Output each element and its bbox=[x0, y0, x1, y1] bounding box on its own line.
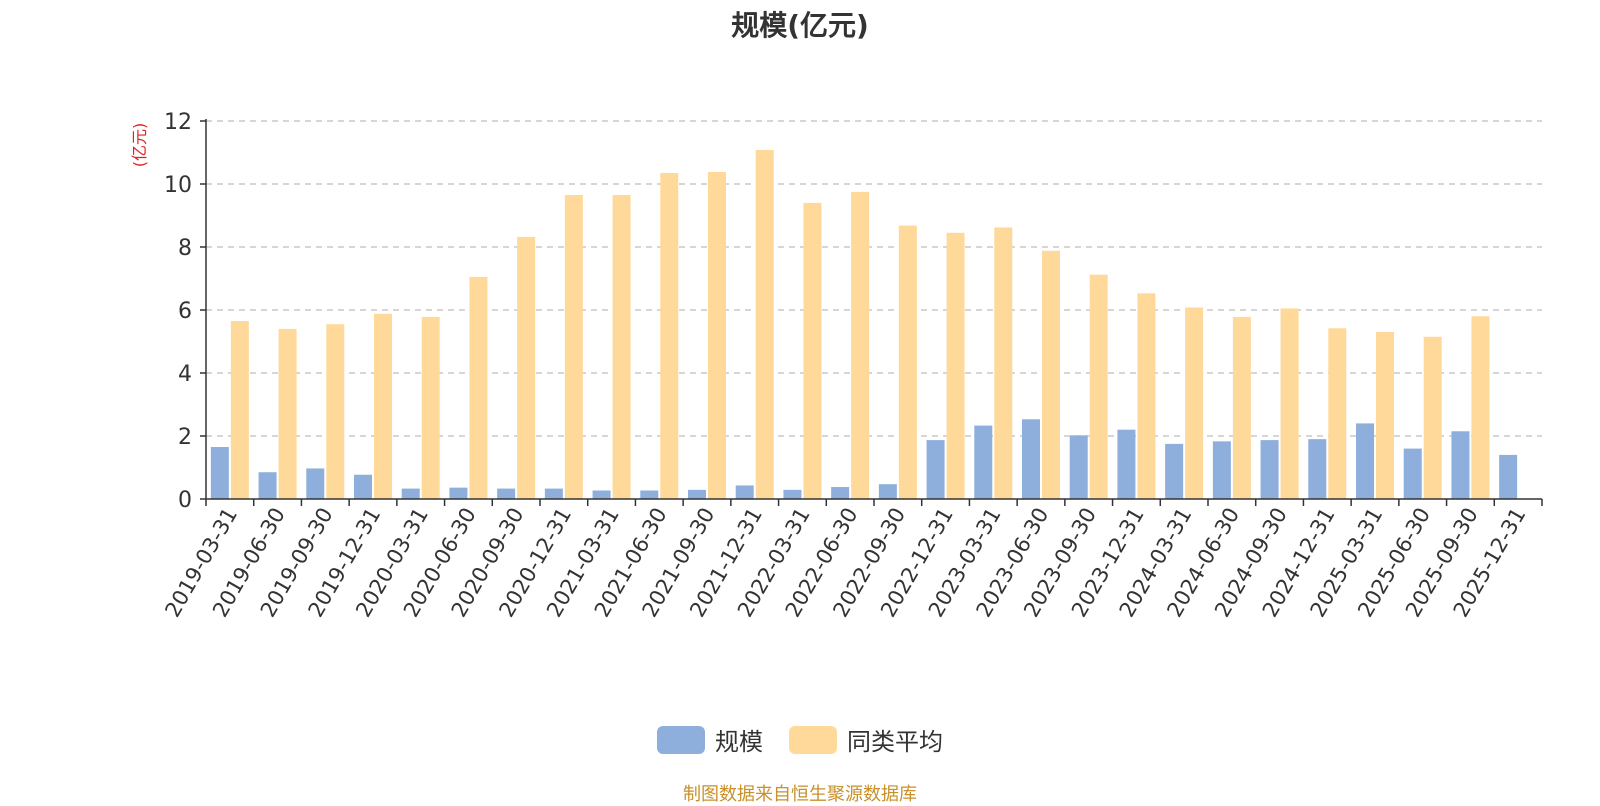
bar-peer-average[interactable] bbox=[898, 225, 917, 499]
bar-scale[interactable] bbox=[354, 474, 372, 499]
y-tick-label: 8 bbox=[178, 236, 192, 261]
bar-scale[interactable] bbox=[1356, 423, 1374, 499]
bar-scale[interactable] bbox=[1022, 419, 1040, 499]
bar-scale[interactable] bbox=[1499, 454, 1518, 499]
bar-peer-average[interactable] bbox=[612, 195, 631, 499]
bar-peer-average[interactable] bbox=[994, 227, 1013, 499]
bar-peer-average[interactable] bbox=[1232, 316, 1251, 499]
y-tick-label: 12 bbox=[164, 110, 192, 135]
bar-scale[interactable] bbox=[1403, 448, 1422, 499]
bar-scale[interactable] bbox=[210, 447, 229, 499]
bar-scale[interactable] bbox=[306, 468, 325, 499]
y-tick-label: 10 bbox=[164, 173, 192, 198]
y-tick-label: 2 bbox=[178, 425, 192, 450]
bar-peer-average[interactable] bbox=[230, 321, 249, 499]
bar-scale[interactable] bbox=[449, 487, 468, 499]
bar-scale[interactable] bbox=[544, 488, 563, 499]
bar-scale[interactable] bbox=[974, 425, 993, 499]
bar-peer-average[interactable] bbox=[469, 276, 488, 499]
bar-scale[interactable] bbox=[878, 484, 897, 499]
bar-scale[interactable] bbox=[831, 487, 850, 499]
bar-peer-average[interactable] bbox=[374, 313, 392, 499]
bar-peer-average[interactable] bbox=[946, 232, 965, 499]
y-axis-label: (亿元) bbox=[130, 123, 149, 168]
bar-peer-average[interactable] bbox=[755, 149, 774, 500]
bar-peer-average[interactable] bbox=[851, 191, 870, 499]
bar-peer-average[interactable] bbox=[1471, 316, 1490, 499]
bar-scale[interactable] bbox=[926, 440, 945, 499]
bar-scale[interactable] bbox=[688, 489, 706, 499]
bar-peer-average[interactable] bbox=[1328, 328, 1347, 499]
bar-scale[interactable] bbox=[401, 488, 420, 499]
bar-scale[interactable] bbox=[1451, 431, 1470, 499]
bars bbox=[210, 149, 1518, 500]
bar-scale[interactable] bbox=[258, 472, 277, 499]
bar-scale[interactable] bbox=[1260, 440, 1279, 499]
bar-peer-average[interactable] bbox=[1042, 250, 1060, 499]
bar-scale[interactable] bbox=[1308, 439, 1327, 499]
bar-scale[interactable] bbox=[735, 485, 754, 499]
chart-title: 规模(亿元) bbox=[731, 9, 869, 42]
y-tick-label: 4 bbox=[178, 362, 192, 387]
bar-scale[interactable] bbox=[1069, 435, 1088, 499]
bar-peer-average[interactable] bbox=[278, 328, 297, 499]
y-tick-label: 0 bbox=[178, 488, 192, 513]
bar-peer-average[interactable] bbox=[564, 195, 583, 499]
legend-item-peer-average[interactable]: 同类平均 bbox=[789, 722, 943, 757]
bar-peer-average[interactable] bbox=[1280, 308, 1299, 499]
bar-peer-average[interactable] bbox=[1185, 307, 1204, 499]
legend-label-peer-average: 同类平均 bbox=[847, 728, 943, 756]
bar-scale[interactable] bbox=[497, 488, 516, 499]
bar-scale[interactable] bbox=[1117, 429, 1136, 499]
bar-scale[interactable] bbox=[1212, 441, 1231, 499]
bar-peer-average[interactable] bbox=[1089, 274, 1108, 499]
bar-scale[interactable] bbox=[783, 489, 802, 499]
bar-peer-average[interactable] bbox=[421, 316, 440, 499]
legend-swatch-scale bbox=[657, 725, 705, 754]
bar-peer-average[interactable] bbox=[326, 324, 345, 499]
legend-label-scale: 规模 bbox=[715, 728, 763, 756]
legend: 规模 同类平均 bbox=[0, 722, 1600, 757]
bar-scale[interactable] bbox=[592, 490, 611, 499]
bar-scale[interactable] bbox=[640, 490, 659, 499]
bar-peer-average[interactable] bbox=[660, 172, 679, 499]
y-tick-label: 6 bbox=[178, 299, 192, 324]
bar-peer-average[interactable] bbox=[803, 202, 822, 499]
bar-peer-average[interactable] bbox=[517, 236, 536, 500]
source-note: 制图数据来自恒生聚源数据库 bbox=[683, 784, 917, 805]
legend-swatch-peer-average bbox=[789, 725, 837, 754]
bar-peer-average[interactable] bbox=[708, 172, 726, 499]
bar-peer-average[interactable] bbox=[1376, 332, 1394, 499]
bar-peer-average[interactable] bbox=[1137, 293, 1156, 499]
legend-item-scale[interactable]: 规模 bbox=[657, 722, 763, 757]
bar-scale[interactable] bbox=[1165, 443, 1184, 499]
bar-peer-average[interactable] bbox=[1423, 336, 1442, 499]
